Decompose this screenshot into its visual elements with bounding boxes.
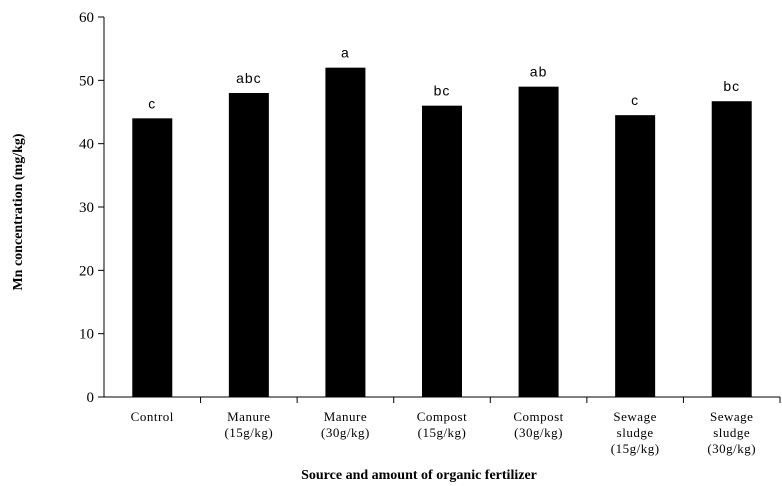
significance-label: c <box>631 92 639 108</box>
bar <box>711 101 752 397</box>
significance-label: a <box>341 45 350 61</box>
y-tick-label: 40 <box>79 137 94 153</box>
y-tick-label: 0 <box>87 390 95 406</box>
category-label-line: Sewage <box>613 409 656 424</box>
category-label-line: sludge <box>713 425 750 440</box>
bar <box>132 118 173 397</box>
y-tick-label: 50 <box>79 73 94 89</box>
significance-label: abc <box>236 70 262 86</box>
category-label: Control <box>131 409 174 424</box>
y-axis: 0 10 20 30 40 50 60 <box>79 10 105 406</box>
bar <box>615 115 656 398</box>
category-label-line: (30g/kg) <box>514 425 563 440</box>
x-axis <box>104 396 781 403</box>
category-label-line: (30g/kg) <box>321 425 370 440</box>
y-axis-title: Mn concentration (mg/kg) <box>11 133 26 290</box>
x-axis-title: Source and amount of organic fertilizer <box>301 468 537 483</box>
y-tick-label: 30 <box>79 200 94 216</box>
y-tick-label: 60 <box>79 10 94 26</box>
significance-label: ab <box>530 64 548 80</box>
category-label: Manure (30g/kg) <box>321 409 370 440</box>
category-label: Compost (30g/kg) <box>513 409 563 440</box>
bar <box>422 105 462 398</box>
y-tick-label: 10 <box>79 327 94 343</box>
category-label-line: Sewage <box>710 409 753 424</box>
category-label: Sewage sludge (30g/kg) <box>707 409 756 456</box>
category-label-line: Compost <box>513 409 563 424</box>
category-label-line: Compost <box>417 409 467 424</box>
significance-label: c <box>148 95 156 111</box>
y-tick-label: 20 <box>79 263 94 279</box>
category-label: Sewage sludge (15g/kg) <box>611 409 660 456</box>
significance-label: bc <box>434 83 451 99</box>
category-label: Compost (15g/kg) <box>417 409 467 440</box>
bar <box>518 86 559 398</box>
bar <box>228 93 269 397</box>
significance-label: bc <box>723 78 740 94</box>
category-labels: Control Manure (15g/kg)Manure (30g/kg)Compo… <box>131 409 756 456</box>
category-label-line: (15g/kg) <box>611 441 660 456</box>
category-label-line: Manure <box>227 409 270 424</box>
category-label-line: Manure <box>324 409 367 424</box>
category-label: Manure (15g/kg) <box>224 409 273 440</box>
bar <box>325 67 366 398</box>
bars <box>132 67 752 398</box>
category-label-line: (15g/kg) <box>418 425 467 440</box>
category-label-line: sludge <box>617 425 654 440</box>
category-label-line: Control <box>131 409 174 424</box>
category-label-line: (30g/kg) <box>707 441 756 456</box>
category-label-line: (15g/kg) <box>224 425 273 440</box>
